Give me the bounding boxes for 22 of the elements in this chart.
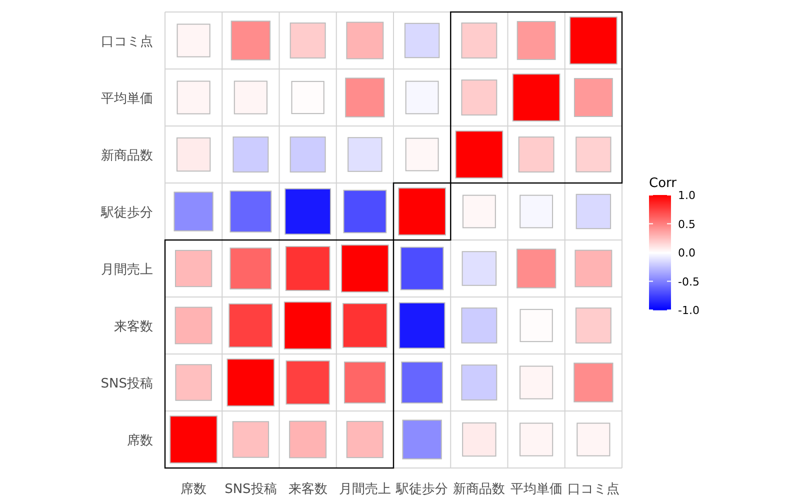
y-tick-label: 来客数 [114,318,153,334]
x-tick-label: 口コミ点 [567,482,620,497]
y-tick-label: 平均単価 [101,92,153,106]
y-tick-label: 月間売上 [101,262,153,278]
y-tick-label: 駅徒歩分 [100,206,153,220]
x-tick-label: 駅徒歩分 [395,482,448,497]
color-bar-label: 0.5 [678,218,696,231]
y-tick-label: SNS投稿 [100,376,153,392]
color-bar-label: -1.0 [678,304,700,317]
x-tick-label: 新商品数 [453,482,506,497]
x-tick-label: 月間売上 [338,482,391,497]
y-tick-label: 席数 [127,432,153,448]
y-tick-label: 新商品数 [101,148,153,164]
color-bar-label: -0.5 [678,275,700,288]
color-bar-label: 0.0 [678,246,696,260]
x-tick-label: 平均単価 [510,482,562,497]
y-tick-label: 口コミ点 [101,34,153,50]
x-tick-label: 席数 [180,481,207,497]
x-tick-label: SNS投稿 [224,482,277,497]
color-bar-title: Corr [649,176,678,191]
color-bar-label: 1.0 [678,189,696,202]
x-tick-label: 来客数 [288,481,328,497]
